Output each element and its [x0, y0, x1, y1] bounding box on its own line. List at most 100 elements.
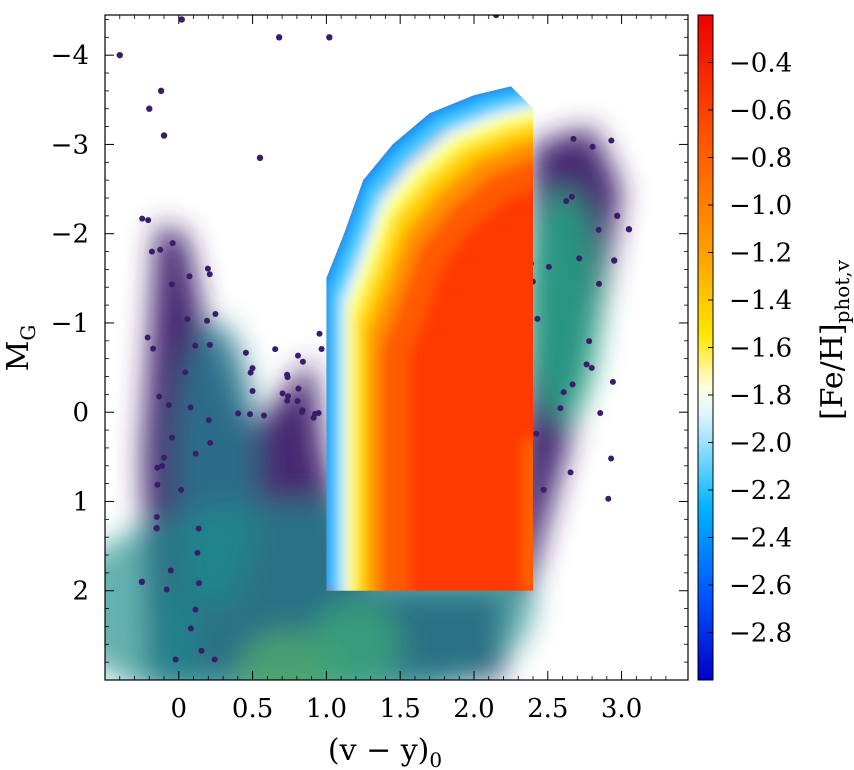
x-tick-label: 0 — [171, 694, 188, 724]
outlier-point — [192, 606, 199, 613]
outlier-point — [154, 464, 161, 471]
outlier-point — [492, 15, 500, 19]
x-axis-ticks: 0 0.5 1.0 1.5 2.0 2.5 3.0 — [119, 15, 667, 724]
colorbar-tick-label: −1.6 — [729, 334, 792, 364]
outlier-point — [609, 378, 616, 385]
outlier-point — [168, 434, 175, 441]
metallicity-band — [341, 98, 533, 591]
y-axis-ticks: −4 −3 −2 −1 0 1 2 — [51, 19, 688, 663]
outlier-point — [595, 226, 602, 233]
outlier-point — [567, 469, 574, 476]
outlier-point — [533, 430, 540, 437]
outlier-point — [184, 316, 191, 323]
outlier-point — [272, 346, 279, 353]
outlier-point — [145, 217, 152, 224]
outlier-point — [242, 349, 249, 356]
outlier-point — [299, 358, 306, 365]
colorbar-tick-label: −1.2 — [729, 239, 792, 269]
outlier-point — [205, 417, 212, 424]
outlier-point — [187, 625, 194, 632]
colorbar-tick-label: −1.8 — [729, 381, 792, 411]
outlier-point — [186, 273, 193, 280]
outlier-point — [318, 346, 325, 353]
outlier-point — [203, 317, 210, 324]
outlier-point — [586, 338, 593, 345]
x-tick-label: 2.0 — [453, 694, 494, 724]
colorbar-tick-label: −2.2 — [729, 476, 792, 506]
colorbar-tick-label: −2.4 — [729, 524, 792, 554]
outlier-point — [326, 34, 333, 41]
outlier-point — [310, 414, 317, 421]
outlier-point — [568, 193, 575, 200]
outlier-point — [153, 514, 160, 521]
x-tick-label: 0.5 — [232, 694, 273, 724]
outlier-point — [563, 198, 570, 205]
outlier-point — [192, 450, 199, 457]
y-tick-label: 0 — [72, 398, 89, 428]
outlier-point — [285, 393, 292, 400]
outlier-point — [153, 525, 160, 532]
outlier-point — [187, 404, 194, 411]
outlier-point — [597, 409, 604, 416]
outlier-point — [589, 143, 596, 150]
outlier-point — [249, 365, 256, 372]
outlier-point — [298, 409, 305, 416]
outlier-point — [247, 369, 254, 376]
colorbar-ticks: −0.4 −0.6 −0.8 −1.0 −1.2 −1.4 −1.6 −1.8 −2.0 −2.2… — [708, 49, 792, 649]
outlier-point — [204, 265, 211, 272]
outlier-point — [160, 132, 168, 139]
y-axis-label-subscript: G — [16, 325, 40, 341]
colorbar-tick-label: −2.6 — [729, 571, 792, 601]
outlier-point — [284, 371, 291, 378]
plot-area: 0 0.5 1.0 1.5 2.0 2.5 3.0 −4 −3 −2 −1 0 1 2 — [51, 14, 689, 724]
outlier-point — [275, 34, 283, 41]
outlier-point — [148, 248, 155, 255]
outlier-point — [560, 389, 567, 396]
y-axis-label: MG — [1, 325, 40, 372]
colorbar-tick-label: −0.4 — [729, 49, 792, 79]
outlier-point — [116, 51, 123, 59]
y-tick-label: 1 — [72, 487, 89, 517]
x-tick-label: 1.0 — [306, 694, 347, 724]
outlier-point — [157, 87, 165, 95]
outlier-point — [156, 393, 163, 400]
y-tick-label: −4 — [51, 41, 89, 71]
outlier-point — [596, 280, 603, 287]
outlier-point — [295, 385, 302, 392]
outlier-point — [178, 486, 185, 493]
outlier-point — [163, 586, 170, 593]
plot-frame — [104, 14, 689, 681]
outlier-point — [545, 263, 552, 270]
outlier-point — [256, 154, 264, 162]
outlier-point — [168, 281, 175, 288]
colorbar-tick-label: −1.4 — [729, 286, 792, 316]
outlier-point — [154, 481, 161, 488]
outlier-point — [540, 486, 547, 493]
outlier-point — [613, 212, 621, 220]
colorbar-tick-label: −0.8 — [729, 144, 792, 174]
outlier-point — [249, 388, 256, 395]
outlier-point — [235, 410, 242, 417]
metallicity-bands — [326, 86, 533, 591]
outlier-point — [150, 345, 157, 352]
outlier-point — [160, 454, 167, 461]
y-tick-label: −1 — [51, 309, 89, 339]
outlier-point — [534, 315, 541, 322]
density-region — [525, 189, 600, 422]
outlier-point — [182, 369, 189, 376]
colorbar-tick-label: −2.0 — [729, 429, 792, 459]
outlier-point — [211, 656, 218, 663]
outlier-point — [194, 549, 201, 556]
outlier-point — [212, 311, 219, 318]
outlier-point — [608, 455, 615, 462]
colorbar-tick-label: −0.6 — [729, 96, 792, 126]
outlier-point — [611, 257, 618, 264]
outlier-point — [588, 364, 595, 371]
outlier-point — [138, 578, 146, 586]
outlier-point — [316, 330, 323, 337]
outlier-point — [279, 390, 286, 397]
outlier-points — [116, 15, 633, 663]
outlier-point — [159, 463, 166, 470]
outlier-point — [146, 105, 153, 112]
